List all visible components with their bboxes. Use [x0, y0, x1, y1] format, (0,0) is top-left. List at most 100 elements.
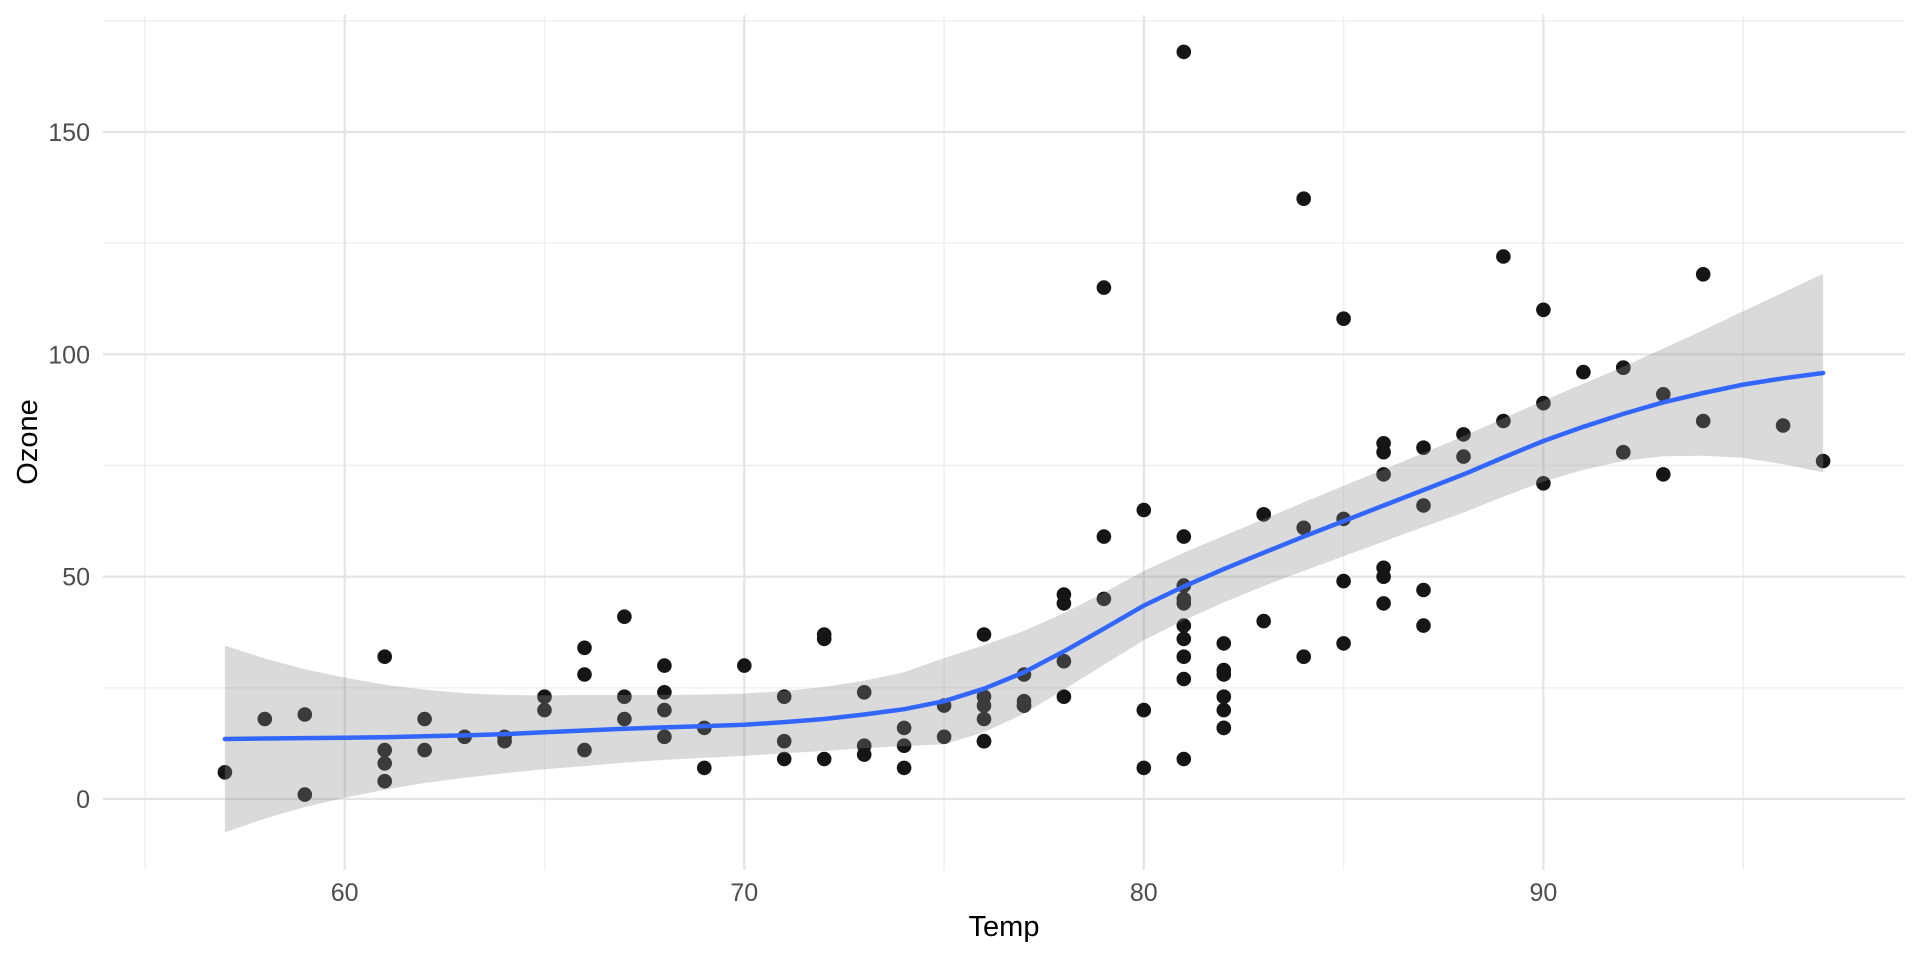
- data-point: [816, 627, 832, 642]
- data-point: [1376, 444, 1391, 460]
- data-point: [816, 751, 832, 767]
- data-point: [1376, 596, 1391, 611]
- data-point: [976, 733, 992, 749]
- data-point: [856, 685, 872, 700]
- data-point: [936, 729, 952, 745]
- data-point: [1576, 364, 1591, 380]
- y-axis-title-group: Ozone: [12, 399, 44, 484]
- data-point: [1536, 302, 1551, 318]
- x-tick-labels: 60 70 80 90: [331, 879, 1558, 907]
- data-point: [537, 689, 552, 704]
- data-point: [297, 707, 313, 722]
- data-point: [1176, 671, 1192, 687]
- x-tick-label: 90: [1529, 879, 1557, 907]
- data-point: [1096, 280, 1112, 295]
- data-point: [1616, 360, 1631, 376]
- data-point: [1216, 667, 1232, 682]
- data-point: [896, 720, 912, 736]
- y-tick-label: 100: [48, 341, 90, 369]
- y-tick-label: 0: [76, 786, 90, 814]
- data-point: [1456, 449, 1471, 464]
- confidence-ribbon: [224, 273, 1824, 833]
- data-point: [497, 733, 512, 749]
- data-point: [1656, 387, 1671, 402]
- data-point: [1216, 689, 1232, 704]
- data-point: [1695, 267, 1711, 282]
- data-point: [657, 729, 672, 745]
- data-point: [1296, 191, 1311, 206]
- data-point: [617, 711, 632, 727]
- data-point: [1496, 249, 1511, 264]
- y-tick-labels: 0 50 100 150: [48, 119, 90, 814]
- data-point: [1016, 698, 1032, 713]
- data-point: [896, 760, 912, 776]
- data-point: [1416, 582, 1431, 598]
- data-point: [377, 742, 393, 758]
- y-axis-title: Ozone: [12, 399, 44, 484]
- data-point: [1336, 311, 1351, 327]
- y-tick-label: 150: [48, 119, 90, 147]
- data-point: [776, 751, 792, 767]
- data-point: [1376, 467, 1391, 482]
- data-point: [1176, 596, 1192, 611]
- data-point: [976, 711, 992, 727]
- data-point: [257, 711, 273, 727]
- gridlines-minor: [103, 15, 1905, 870]
- data-point: [1216, 702, 1232, 718]
- data-point: [1056, 653, 1072, 669]
- x-tick-label: 70: [730, 879, 758, 907]
- data-point: [1496, 413, 1511, 429]
- data-point: [577, 667, 592, 682]
- data-point: [1815, 453, 1831, 469]
- data-point: [617, 609, 632, 624]
- data-point: [657, 658, 672, 673]
- data-point: [1416, 498, 1431, 513]
- x-tick-label: 80: [1130, 879, 1158, 907]
- loess-curve-path: [222, 370, 1826, 742]
- data-point: [617, 689, 632, 704]
- data-point: [377, 756, 393, 771]
- data-point: [1216, 720, 1232, 736]
- data-point: [1176, 44, 1192, 60]
- data-point: [377, 649, 393, 664]
- data-point: [1096, 529, 1112, 544]
- data-point: [1416, 618, 1431, 633]
- data-point: [1336, 636, 1351, 651]
- data-point: [1176, 649, 1192, 664]
- scatter-points: [217, 44, 1831, 802]
- data-point: [896, 738, 912, 753]
- data-point: [1136, 702, 1152, 718]
- data-point: [1216, 636, 1232, 651]
- data-point: [976, 698, 992, 713]
- ribbon-path: [224, 273, 1824, 833]
- data-point: [1056, 689, 1072, 704]
- data-point: [1775, 418, 1791, 433]
- data-point: [1136, 502, 1152, 518]
- data-point: [1176, 618, 1192, 633]
- data-point: [1256, 613, 1271, 629]
- data-point: [417, 742, 432, 758]
- data-point: [577, 640, 592, 656]
- data-point: [1296, 649, 1311, 664]
- x-tick-label: 60: [331, 879, 359, 907]
- data-point: [1695, 413, 1711, 429]
- data-point: [537, 702, 552, 718]
- data-point: [577, 742, 592, 758]
- data-point: [776, 733, 792, 749]
- data-point: [1056, 587, 1072, 602]
- data-point: [657, 685, 672, 700]
- data-point: [697, 760, 712, 776]
- x-axis-title: Temp: [969, 911, 1040, 943]
- data-point: [1456, 427, 1471, 442]
- y-tick-label: 50: [62, 564, 90, 592]
- data-point: [217, 765, 233, 780]
- data-point: [1176, 631, 1192, 647]
- data-point: [1536, 476, 1551, 491]
- data-point: [1296, 520, 1311, 536]
- data-point: [1416, 440, 1431, 456]
- data-point: [776, 689, 792, 704]
- data-point: [1336, 573, 1351, 589]
- data-point: [1136, 760, 1152, 776]
